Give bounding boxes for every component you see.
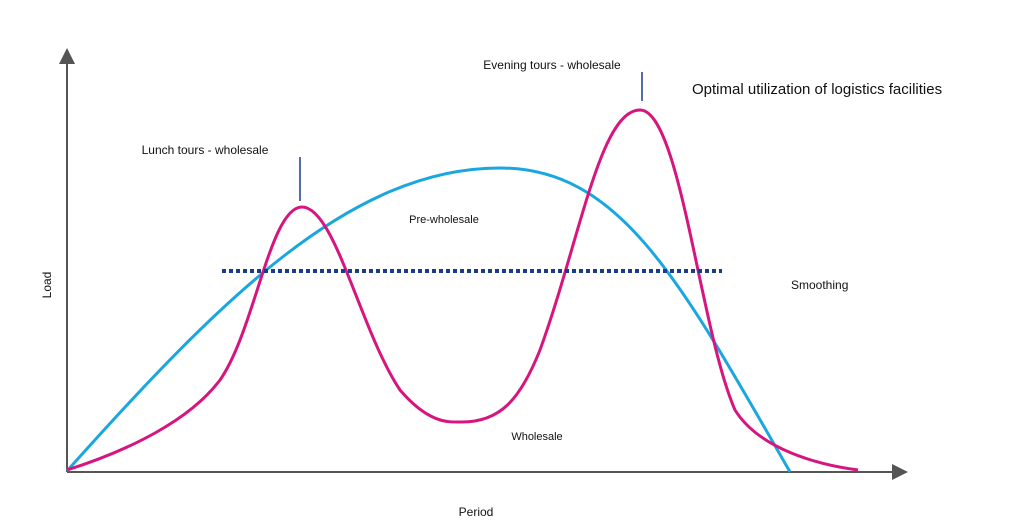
x-axis-label: Period — [459, 505, 494, 519]
annotation: Smoothing — [791, 278, 848, 292]
y-axis-label: Load — [40, 272, 54, 299]
annotation: Wholesale — [511, 431, 562, 443]
wholesale-curve — [66, 108, 859, 472]
annotation: Lunch tours - wholesale — [142, 143, 269, 157]
annotation: Evening tours - wholesale — [483, 58, 621, 72]
annotation: Pre-wholesale — [409, 214, 479, 226]
pre-wholesale-curve — [65, 166, 792, 473]
title: Optimal utilization of logistics facilit… — [692, 81, 942, 98]
